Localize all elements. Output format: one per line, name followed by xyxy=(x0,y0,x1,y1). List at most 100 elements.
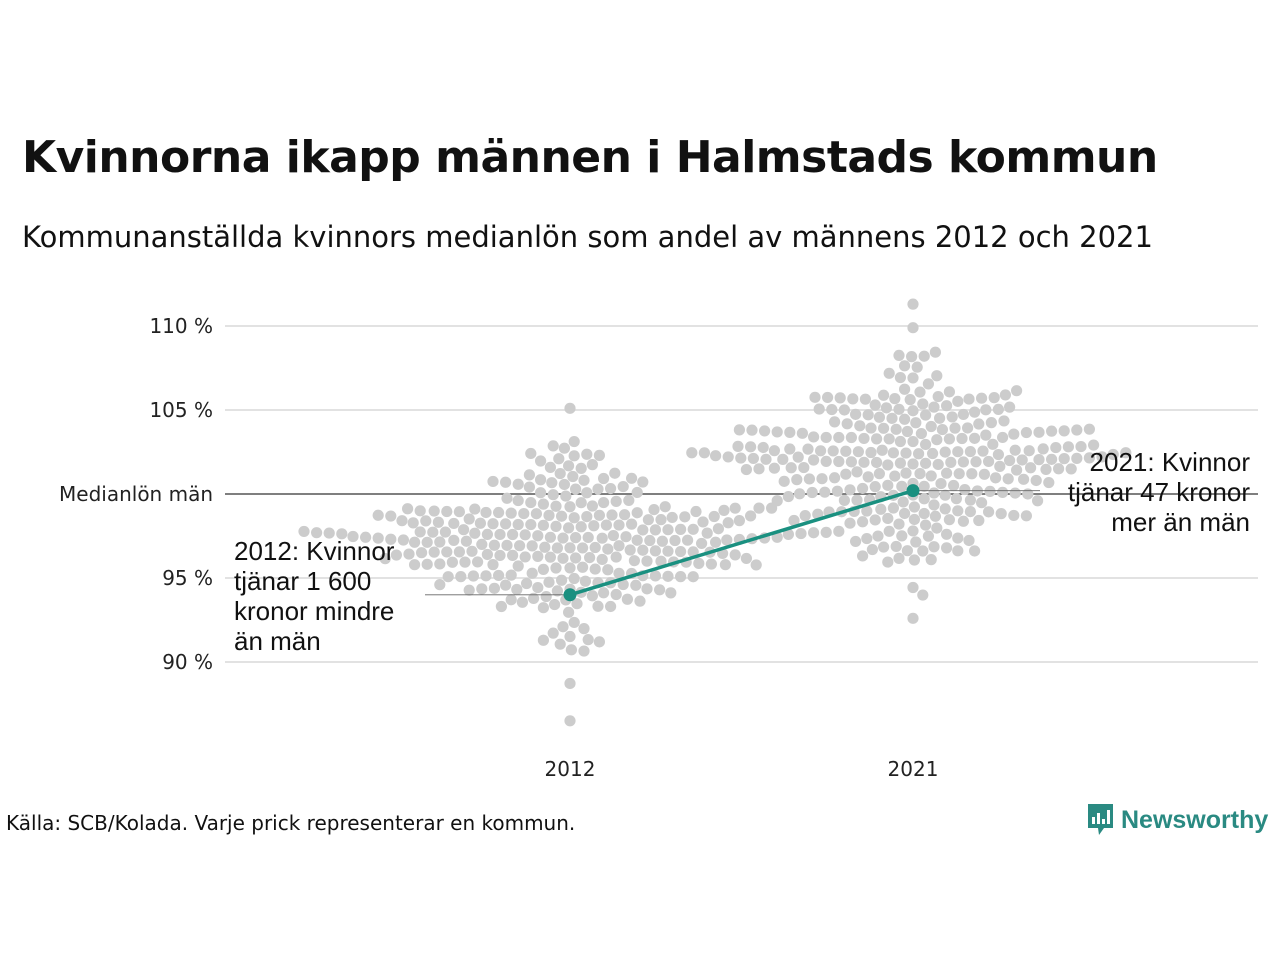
swarm-dot xyxy=(957,515,970,527)
swarm-dot xyxy=(746,424,758,436)
swarm-dot xyxy=(701,527,713,539)
swarm-dot xyxy=(578,623,590,635)
swarm-dot xyxy=(613,540,625,552)
swarm-dot xyxy=(918,480,930,492)
swarm-dot xyxy=(820,455,832,468)
annotation-line: 2021: Kvinnor xyxy=(1090,447,1251,477)
swarm-dot xyxy=(869,481,881,493)
swarm-dot xyxy=(882,479,894,491)
swarm-dot xyxy=(963,534,975,547)
swarm-dot xyxy=(808,454,820,466)
swarm-dot xyxy=(560,490,572,502)
swarm-dot xyxy=(925,554,937,566)
swarm-dot xyxy=(428,546,440,558)
swarm-dot xyxy=(871,433,883,445)
swarm-dot xyxy=(487,559,499,571)
swarm-dot xyxy=(589,563,601,575)
swarm-dot xyxy=(631,486,643,499)
gridlines xyxy=(225,325,1258,663)
swarm-dot xyxy=(540,590,552,603)
swarm-dot xyxy=(851,466,863,478)
swarm-dot xyxy=(907,581,919,594)
swarm-dot xyxy=(551,585,564,597)
swarm-dot xyxy=(796,427,809,439)
swarm-dot xyxy=(1096,451,1108,463)
y-tick-label: Medianlön män xyxy=(59,482,213,506)
swarm-dot xyxy=(535,487,547,499)
swarm-dot xyxy=(606,509,618,521)
annotation-line: 2012: Kvinnor xyxy=(234,536,395,566)
swarm-dot xyxy=(372,532,384,544)
swarm-dot xyxy=(494,528,506,541)
swarm-dot xyxy=(586,500,599,512)
swarm-dot xyxy=(589,541,601,554)
swarm-dot xyxy=(537,563,550,575)
swarm-dot xyxy=(588,520,600,532)
swarm-dot xyxy=(1009,487,1021,499)
swarm-dot xyxy=(1083,452,1095,464)
swarm-dot xyxy=(820,526,832,538)
swarm-dot xyxy=(602,543,614,555)
swarm-dot xyxy=(525,447,537,460)
swarm-dot xyxy=(565,644,578,656)
swarm-dot xyxy=(593,449,606,461)
swarm-dot xyxy=(962,422,974,434)
swarm-dot xyxy=(558,478,571,491)
highlight-point xyxy=(906,484,920,498)
swarm-dot xyxy=(379,553,391,565)
swarm-dot xyxy=(735,452,747,464)
swarm-dot xyxy=(563,460,575,472)
swarm-dot xyxy=(964,505,977,518)
swarm-dot xyxy=(385,510,397,522)
swarm-dot xyxy=(550,500,562,512)
swarm-dot xyxy=(474,517,486,529)
swarm-dot xyxy=(686,447,698,459)
swarm-dot xyxy=(467,570,479,582)
swarm-dot xyxy=(537,602,550,614)
swarm-dot xyxy=(506,528,519,541)
swarm-dot xyxy=(532,530,544,542)
swarm-dot xyxy=(890,540,902,553)
swarm-dot xyxy=(654,584,666,596)
swarm-dot xyxy=(893,552,905,564)
swarm-dot xyxy=(950,493,963,505)
swarm-dot xyxy=(1009,444,1021,456)
annotation-line: tjänar 47 kronor xyxy=(1068,477,1250,507)
swarm-dot xyxy=(649,570,662,582)
swarm-dot xyxy=(586,459,599,471)
annotation-line: än män xyxy=(234,626,321,656)
swarm-dot xyxy=(1120,447,1132,459)
swarm-dot xyxy=(547,489,559,501)
swarm-dot xyxy=(792,451,804,463)
swarm-dot xyxy=(844,517,856,529)
swarm-dot xyxy=(920,438,932,451)
swarm-dot xyxy=(347,530,359,543)
swarm-dot xyxy=(446,556,458,568)
swarm-dot xyxy=(722,517,734,529)
swarm-dot xyxy=(806,486,818,499)
swarm-dot xyxy=(963,393,975,405)
swarm-dot xyxy=(917,398,929,410)
swarm-dot xyxy=(992,448,1005,461)
swarm-dot xyxy=(928,401,940,413)
swarm-dot xyxy=(516,596,529,608)
swarm-dot xyxy=(553,453,565,465)
swarm-dot xyxy=(662,524,674,536)
swarm-dot xyxy=(998,415,1010,427)
swarm-dot xyxy=(323,527,335,539)
swarm-dot xyxy=(873,411,886,423)
swarm-dot xyxy=(833,431,845,444)
swarm-dot xyxy=(896,530,908,542)
swarm-dot xyxy=(617,480,629,493)
x-tick-label: 2021 xyxy=(888,757,939,781)
swarm-dot xyxy=(655,514,667,526)
swarm-dot xyxy=(983,506,995,518)
swarm-dot xyxy=(908,554,921,566)
swarm-dot xyxy=(907,435,919,448)
swarm-dot xyxy=(512,478,524,490)
swarm-dot xyxy=(872,530,884,542)
swarm-dot xyxy=(434,536,446,548)
swarm-dot xyxy=(932,390,944,403)
swarm-dot xyxy=(995,508,1007,520)
swarm-dot xyxy=(493,506,505,519)
